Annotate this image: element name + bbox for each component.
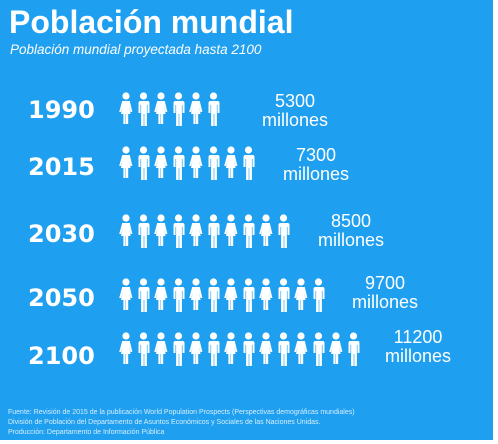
person-icon	[173, 146, 185, 180]
person-icon	[138, 92, 150, 126]
person-icon	[224, 278, 238, 310]
population-value: 9700 millones	[352, 274, 418, 312]
year-label: 2030	[28, 220, 95, 248]
person-icon	[243, 214, 255, 248]
person-icon	[278, 278, 290, 312]
person-icon	[138, 146, 150, 180]
person-icon	[119, 278, 133, 310]
population-row: 2050 9700 millones	[0, 274, 493, 324]
person-icon	[224, 214, 238, 246]
person-icon	[208, 92, 220, 126]
person-icon	[294, 332, 308, 364]
person-icon	[173, 214, 185, 248]
person-icon	[154, 214, 168, 246]
population-number: 5300	[274, 91, 316, 111]
population-unit: millones	[262, 110, 329, 130]
person-icon	[224, 332, 238, 364]
person-icon	[173, 92, 185, 126]
person-icon	[278, 214, 290, 248]
people-pictogram	[119, 214, 290, 248]
person-icon	[259, 332, 273, 364]
people-pictogram	[119, 278, 325, 312]
person-icon	[173, 332, 185, 366]
person-icon	[154, 332, 168, 364]
person-icon	[119, 332, 133, 364]
person-icon	[313, 332, 325, 366]
person-icon	[119, 92, 133, 124]
person-icon	[329, 332, 343, 364]
people-pictogram	[119, 146, 255, 180]
source-footer: Fuente: Revisión de 2015 de la publicaci…	[8, 408, 355, 438]
person-icon	[119, 214, 133, 246]
person-icon	[189, 278, 203, 310]
population-row: 1990 5300 millones	[0, 90, 493, 138]
population-value: 7300 millones	[283, 146, 349, 184]
person-icon	[189, 146, 203, 178]
population-number: 7300	[295, 145, 337, 165]
population-value: 5300 millones	[262, 92, 328, 130]
population-number: 9700	[364, 273, 406, 293]
person-icon	[189, 92, 203, 124]
population-unit: millones	[385, 346, 452, 366]
population-row: 2030 8500 millones	[0, 212, 493, 260]
year-label: 1990	[28, 96, 95, 124]
population-unit: millones	[352, 292, 419, 312]
person-icon	[224, 146, 238, 178]
page-subtitle: Población mundial proyectada hasta 2100	[10, 42, 262, 57]
person-icon	[138, 332, 150, 366]
person-icon	[154, 92, 168, 124]
population-row: 2015 7300 millones	[0, 144, 493, 192]
person-icon	[243, 146, 255, 180]
person-icon	[119, 146, 133, 178]
population-unit: millones	[283, 164, 350, 184]
population-value: 8500 millones	[318, 212, 384, 250]
population-row: 2100 11200 millones	[0, 328, 493, 378]
person-icon	[348, 332, 360, 366]
footer-production-line: Producción: Departamento de Información …	[8, 429, 165, 436]
person-icon	[294, 278, 308, 310]
person-icon	[189, 332, 203, 364]
year-label: 2100	[28, 342, 95, 370]
people-pictogram	[119, 92, 220, 126]
person-icon	[208, 278, 220, 312]
person-icon	[208, 146, 220, 180]
footer-division-line: División de Población del Departamento d…	[8, 419, 321, 426]
person-icon	[259, 278, 273, 310]
page-title: Población mundial	[9, 4, 294, 40]
person-icon	[208, 214, 220, 248]
year-label: 2015	[28, 153, 95, 181]
person-icon	[259, 214, 273, 246]
population-unit: millones	[318, 230, 385, 250]
population-number: 11200	[393, 327, 443, 347]
person-icon	[243, 278, 255, 312]
people-pictogram	[119, 332, 360, 366]
person-icon	[243, 332, 255, 366]
population-number: 8500	[330, 211, 372, 231]
person-icon	[138, 214, 150, 248]
person-icon	[313, 278, 325, 312]
person-icon	[189, 214, 203, 246]
person-icon	[138, 278, 150, 312]
person-icon	[278, 332, 290, 366]
person-icon	[154, 146, 168, 178]
person-icon	[173, 278, 185, 312]
person-icon	[208, 332, 220, 366]
population-value: 11200 millones	[385, 328, 451, 366]
footer-source-line: Fuente: Revisión de 2015 de la publicaci…	[8, 409, 355, 416]
person-icon	[154, 278, 168, 310]
year-label: 2050	[28, 284, 95, 312]
